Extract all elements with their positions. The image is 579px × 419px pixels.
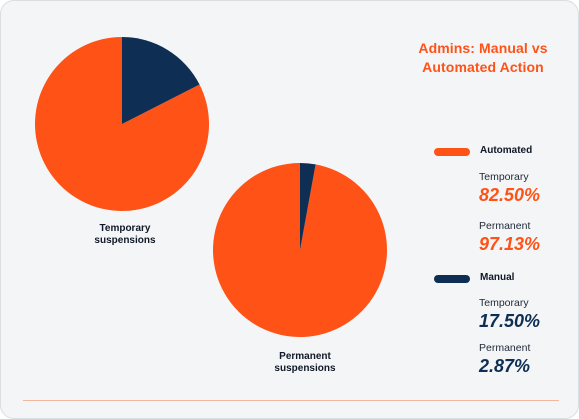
- manual-permanent-value: 2.87%: [479, 356, 531, 376]
- legend-manual-label: Manual: [480, 272, 515, 283]
- permanent-pie-label: Permanent suspensions: [235, 351, 375, 375]
- automated-permanent-value: 97.13%: [479, 234, 541, 254]
- automated-temporary-value: 82.50%: [479, 185, 541, 205]
- automated-permanent-label: Permanent: [479, 220, 531, 232]
- legend-manual-swatch: [434, 275, 470, 283]
- permanent-pie-label-line2: suspensions: [274, 363, 336, 374]
- temporary-pie-label: Temporary suspensions: [55, 223, 195, 247]
- footer-divider: [23, 400, 559, 401]
- chart-title: Admins: Manual vs Automated Action: [403, 39, 563, 77]
- manual-temporary-label: Temporary: [479, 297, 529, 309]
- temporary-pie-label-line2: suspensions: [94, 235, 156, 246]
- manual-permanent-label: Permanent: [479, 342, 531, 354]
- legend-automated-swatch: [434, 148, 470, 156]
- legend-automated-label: Automated: [480, 145, 533, 156]
- temporary-pie-automated-slice: [35, 37, 210, 211]
- manual-temporary-value: 17.50%: [479, 311, 541, 331]
- temporary-pie-manual-slice: [122, 37, 200, 124]
- automated-temporary-label: Temporary: [479, 171, 529, 183]
- chart-title-line1: Admins: Manual vs: [418, 40, 548, 56]
- permanent-pie-label-line1: Permanent: [279, 351, 331, 362]
- permanent-pie-automated-slice: [213, 163, 388, 338]
- permanent-pie-manual-slice: [300, 163, 316, 250]
- temporary-pie-label-line1: Temporary: [99, 223, 151, 234]
- chart-title-line2: Automated Action: [422, 59, 544, 75]
